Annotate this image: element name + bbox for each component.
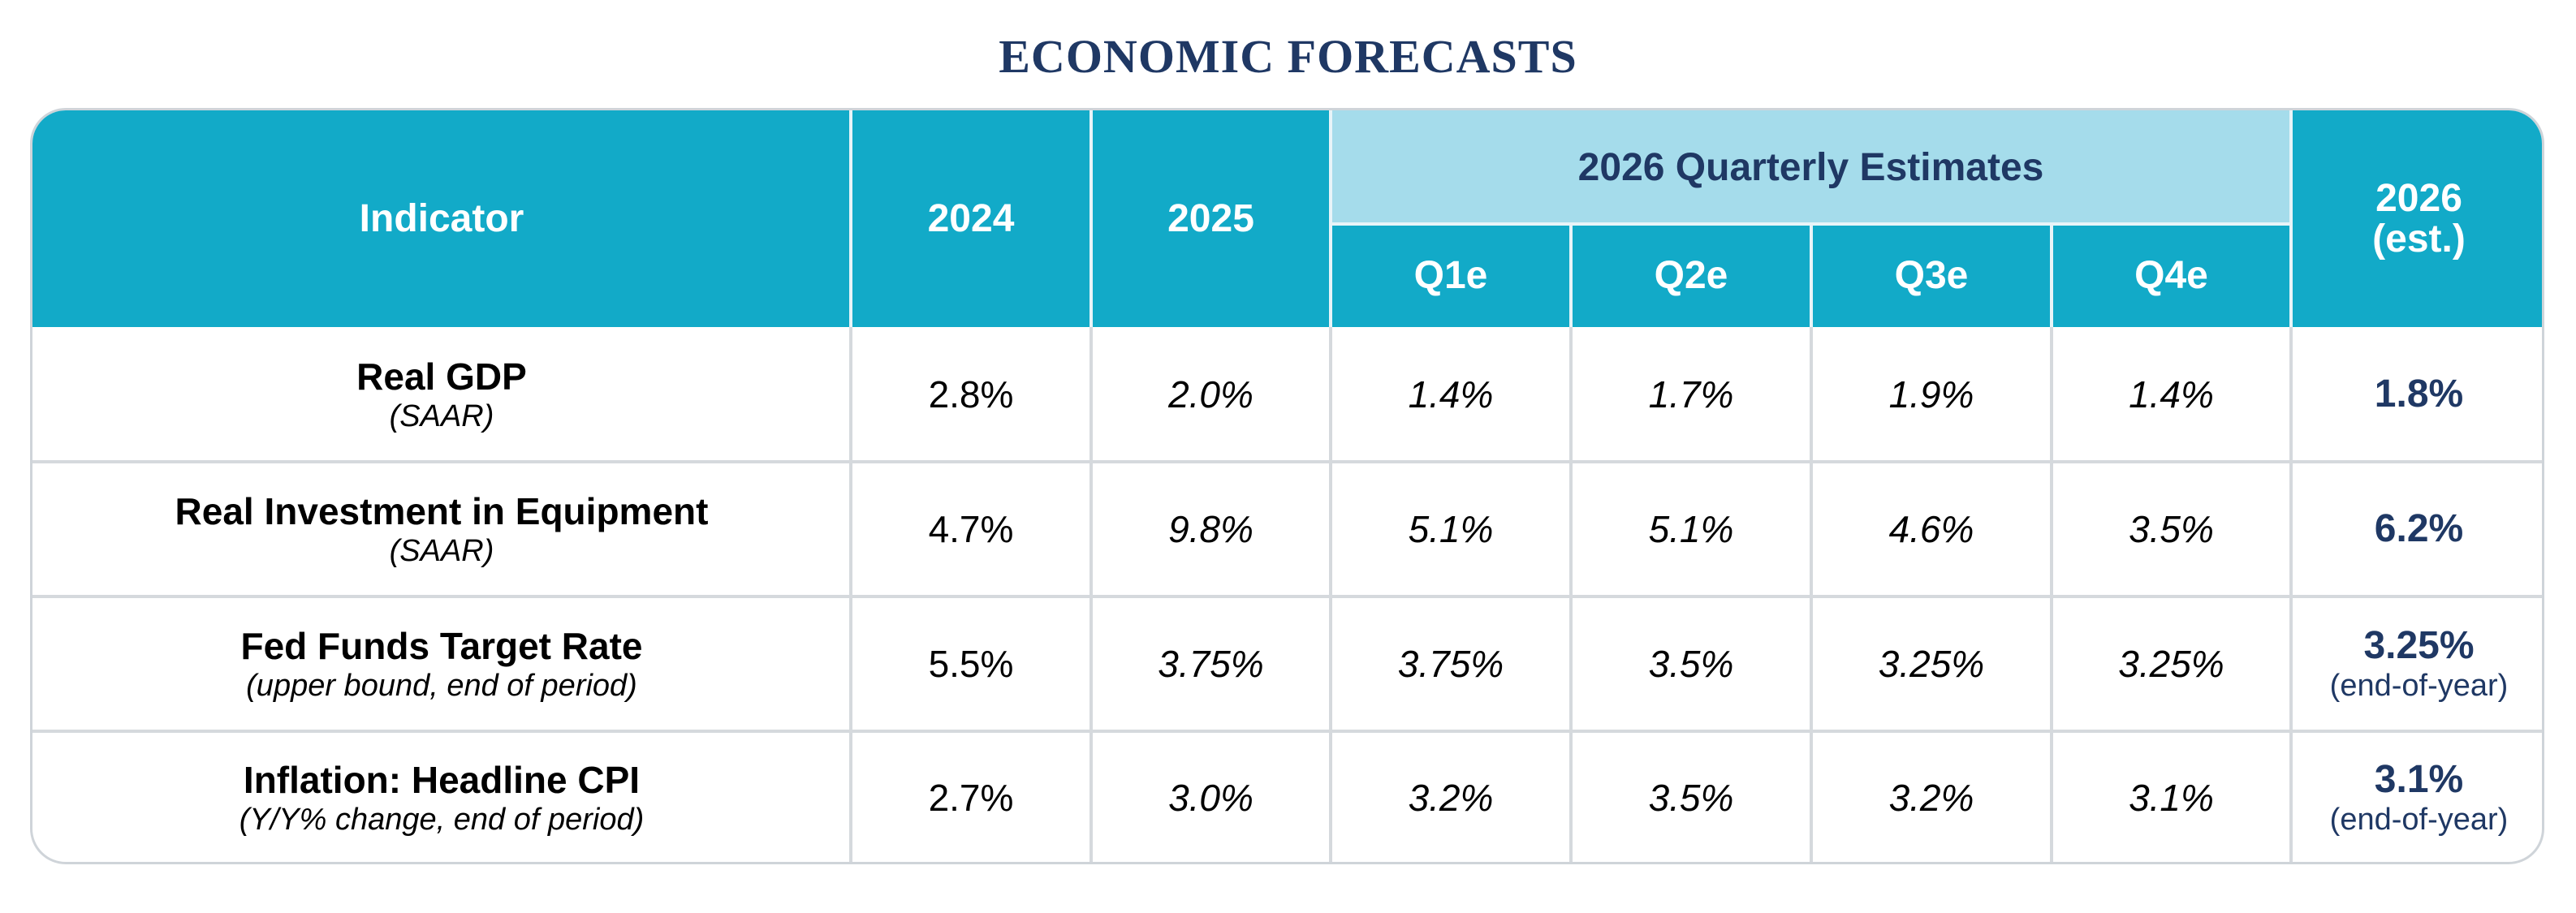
header-indicator-label: Indicator (359, 197, 524, 240)
row-3-sub: (upper bound, end of period) (246, 669, 637, 703)
column-divider (1569, 327, 1573, 862)
header-2024: 2024 (851, 110, 1091, 327)
row-2-est-value: 6.2% (2374, 507, 2464, 550)
row-1-est-value: 1.8% (2374, 373, 2464, 416)
row-2-q1: 5.1% (1408, 508, 1494, 550)
page-title: ECONOMIC FORECASTS (999, 30, 1577, 83)
row-4-name: Inflation: Headline CPI (243, 759, 641, 801)
row-4-est-value: 3.1% (2374, 758, 2464, 801)
row-3-q1: 3.75% (1397, 643, 1504, 685)
row-1-q2: 1.7% (1648, 373, 1734, 416)
row-2-name: Real Investment in Equipment (175, 490, 709, 532)
row-1-2024: 2.8% (928, 373, 1014, 416)
row-1-q3: 1.9% (1888, 373, 1974, 416)
row-3-q2: 3.5% (1648, 643, 1734, 685)
row-divider (32, 460, 2542, 463)
row-4-q2: 3.5% (1648, 777, 1734, 819)
header-2025: 2025 (1091, 110, 1331, 327)
row-1-2025: 2.0% (1168, 373, 1253, 416)
row-3-est-value: 3.25% (2363, 624, 2475, 667)
column-divider (2050, 327, 2053, 862)
row-4-2024: 2.7% (928, 777, 1014, 819)
row-3-2024: 5.5% (928, 643, 1014, 685)
row-1-sub: (SAAR) (389, 399, 494, 433)
row-4-est: 3.1% (end-of-year) (2291, 731, 2542, 862)
row-3-name: Fed Funds Target Rate (240, 625, 643, 667)
header-divider (2050, 224, 2053, 327)
header-q4-label: Q4e (2134, 254, 2208, 297)
row-3-2025: 3.75% (1158, 643, 1264, 685)
header-divider (1090, 110, 1093, 327)
row-4-indicator: Inflation: Headline CPI (Y/Y% change, en… (32, 731, 851, 862)
header-divider (1810, 224, 1813, 327)
header-indicator: Indicator (32, 110, 851, 327)
header-q2: Q2e (1571, 224, 1811, 327)
row-4-q3: 3.2% (1888, 777, 1974, 819)
row-3-est-note: (end-of-year) (2329, 669, 2509, 703)
row-4-q1: 3.2% (1408, 777, 1494, 819)
row-4-2025: 3.0% (1168, 777, 1253, 819)
row-1-est: 1.8% (2291, 327, 2542, 462)
row-1-q4: 1.4% (2129, 373, 2214, 416)
header-divider (849, 110, 852, 327)
row-divider (32, 595, 2542, 598)
row-1-q1: 1.4% (1408, 373, 1494, 416)
row-2-sub: (SAAR) (389, 534, 494, 568)
header-2026-est: 2026 (est.) (2291, 110, 2542, 327)
row-4-q4: 3.1% (2129, 777, 2214, 819)
column-divider (1810, 327, 1813, 862)
header-2026-est-line1: 2026 (2375, 176, 2462, 220)
header-2026-quarterly-label: 2026 Quarterly Estimates (1577, 145, 2044, 189)
header-2026-est-line2: (est.) (2372, 217, 2466, 261)
forecast-table: Indicator 2024 2025 2026 Quarterly Estim… (30, 108, 2544, 864)
column-divider (1329, 327, 1332, 862)
row-2-est: 6.2% (2291, 462, 2542, 596)
row-3-q3: 3.25% (1878, 643, 1985, 685)
row-3-q4: 3.25% (2118, 643, 2224, 685)
header-q2-label: Q2e (1654, 254, 1728, 297)
header-2025-label: 2025 (1167, 197, 1254, 240)
row-divider (32, 730, 2542, 733)
header-divider (1569, 224, 1573, 327)
column-divider (849, 327, 852, 862)
row-4-sub: (Y/Y% change, end of period) (239, 803, 645, 837)
header-2024-label: 2024 (927, 197, 1015, 240)
row-2-2024: 4.7% (928, 508, 1014, 550)
header-divider (1331, 222, 2291, 226)
column-divider (1090, 327, 1093, 862)
row-3-indicator: Fed Funds Target Rate (upper bound, end … (32, 596, 851, 731)
row-2-q3: 4.6% (1888, 508, 1974, 550)
row-4-est-note: (end-of-year) (2329, 803, 2509, 837)
header-divider (1329, 110, 1332, 327)
header-divider (2289, 110, 2293, 327)
row-2-q4: 3.5% (2129, 508, 2214, 550)
column-divider (2289, 327, 2293, 862)
header-q3-label: Q3e (1894, 254, 1969, 297)
row-3-est: 3.25% (end-of-year) (2291, 596, 2542, 731)
header-q4: Q4e (2052, 224, 2291, 327)
row-2-indicator: Real Investment in Equipment (SAAR) (32, 462, 851, 596)
header-q3: Q3e (1811, 224, 2052, 327)
row-2-q2: 5.1% (1648, 508, 1734, 550)
row-1-indicator: Real GDP (SAAR) (32, 327, 851, 462)
header-2026-quarterly: 2026 Quarterly Estimates (1331, 110, 2291, 224)
row-2-2025: 9.8% (1168, 508, 1253, 550)
header-q1-label: Q1e (1413, 254, 1488, 297)
header-q1: Q1e (1331, 224, 1571, 327)
row-1-name: Real GDP (356, 355, 527, 398)
